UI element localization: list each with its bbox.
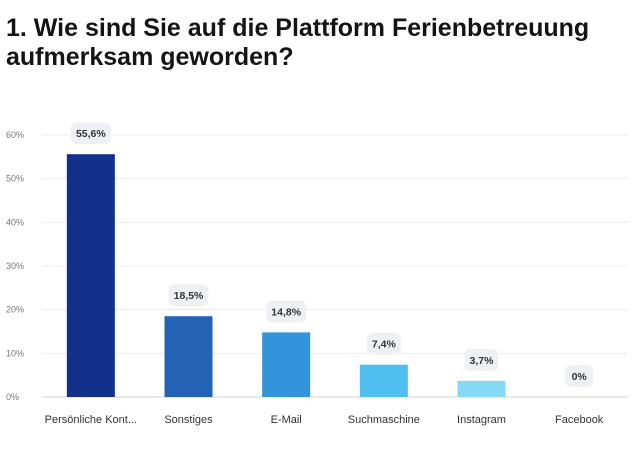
x-tick-label: Persönliche Kont... — [45, 414, 137, 426]
bar-0 — [66, 154, 115, 397]
value-label-bg — [464, 348, 499, 371]
chart-title: 1. Wie sind Sie auf die Plattform Ferien… — [6, 14, 590, 71]
y-tick-label: 40% — [6, 217, 24, 227]
value-label: 14,8% — [271, 306, 301, 318]
bar-4 — [457, 380, 506, 397]
x-tick-label: Facebook — [555, 414, 604, 426]
y-tick-label: 10% — [6, 348, 24, 358]
y-tick-label: 30% — [6, 261, 24, 271]
value-label-bg — [565, 365, 594, 387]
value-label-bg — [70, 122, 111, 145]
value-label-bg — [168, 284, 209, 307]
y-tick-label: 50% — [6, 174, 24, 184]
value-label-bg — [266, 300, 307, 323]
x-tick-label: E-Mail — [271, 414, 302, 426]
x-tick-label: Instagram — [457, 414, 506, 426]
bar-1 — [164, 316, 213, 397]
y-tick-label: 60% — [6, 130, 24, 140]
bar-3 — [359, 364, 408, 397]
value-label: 0% — [572, 371, 588, 383]
x-tick-label: Sonstiges — [164, 414, 213, 426]
value-label: 7,4% — [372, 339, 397, 351]
x-tick-label: Suchmaschine — [348, 414, 420, 426]
y-tick-label: 20% — [6, 305, 24, 315]
bar-2 — [262, 332, 311, 397]
value-label: 3,7% — [470, 355, 495, 367]
y-tick-label: 0% — [6, 392, 19, 402]
value-label: 18,5% — [174, 290, 204, 302]
value-label: 55,6% — [76, 128, 106, 140]
value-label-bg — [366, 332, 401, 355]
